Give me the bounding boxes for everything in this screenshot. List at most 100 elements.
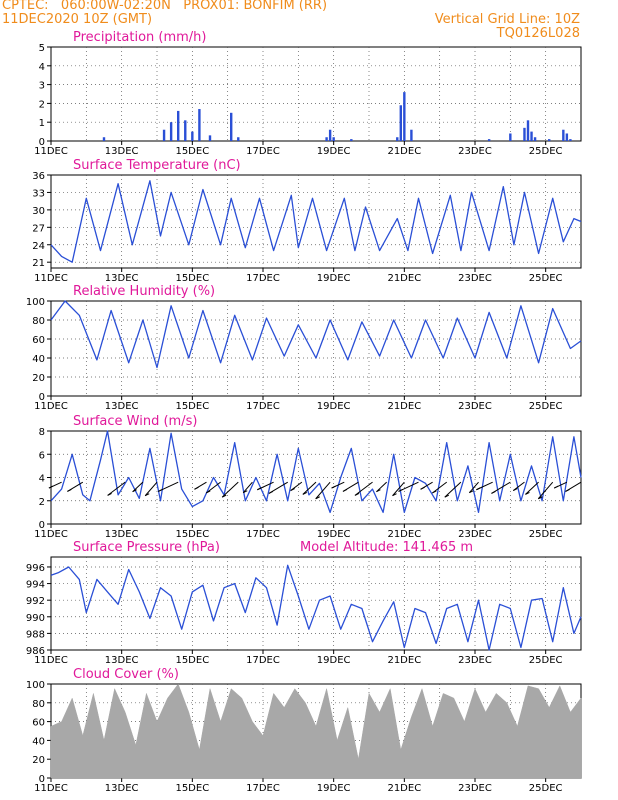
x-tick-label: 23DEC [458, 146, 492, 157]
wind-vector-head [268, 491, 274, 494]
wind-vector [354, 481, 373, 496]
x-tick-label: 17DEC [246, 655, 280, 666]
x-tick-label: 15DEC [175, 146, 209, 157]
x-tick-label: 13DEC [105, 783, 139, 794]
wind-vector-head [107, 492, 112, 496]
x-tick-label: 21DEC [387, 529, 421, 540]
x-tick-label: 11DEC [34, 529, 68, 540]
y-tick-label: 990 [26, 613, 45, 624]
y-tick-label: 21 [32, 258, 45, 269]
series-line [50, 564, 582, 651]
y-tick-label: 60 [32, 335, 45, 346]
x-tick-label: 13DEC [105, 273, 139, 284]
x-tick-label: 15DEC [175, 401, 209, 412]
wind-vector [107, 481, 126, 496]
wind-vector [444, 481, 462, 498]
x-tick-label: 11DEC [34, 401, 68, 412]
wind-vector-head [354, 492, 360, 496]
wind-vector [392, 481, 405, 497]
x-tick-label: 15DEC [175, 655, 209, 666]
x-tick-label: 25DEC [529, 529, 563, 540]
x-tick-label: 25DEC [529, 273, 563, 284]
wind-vector-head [315, 496, 320, 500]
y-tick-label: 2 [39, 497, 45, 508]
panel-frame [50, 46, 582, 142]
y-tick-label: 80 [32, 316, 45, 327]
wind-vector [315, 481, 331, 500]
y-tick-label: 27 [32, 223, 45, 234]
x-tick-label: 23DEC [458, 783, 492, 794]
wind-vector-head [132, 489, 137, 493]
x-tick-label: 15DEC [175, 529, 209, 540]
wind-vector-head [257, 487, 262, 491]
wind-vector-head [376, 489, 381, 493]
y-tick-label: 1 [39, 118, 45, 129]
x-tick-label: 15DEC [175, 273, 209, 284]
precip-bar [565, 133, 569, 141]
precip-bar [530, 131, 533, 141]
wind-vector-head [144, 493, 150, 497]
precip-bar [332, 137, 335, 141]
x-tick-label: 13DEC [105, 529, 139, 540]
panel-title: Surface Temperature (nC) [73, 158, 241, 173]
wind-vector-head [290, 488, 295, 492]
precip-bar [237, 137, 240, 141]
y-tick-label: 5 [39, 43, 45, 54]
cloud-cover-area [50, 683, 582, 779]
x-tick-label: 19DEC [317, 529, 351, 540]
wind-vector-head [420, 486, 425, 490]
precip-bar [325, 137, 328, 141]
wind-vector-head [194, 486, 199, 490]
y-tick-label: 36 [32, 171, 45, 182]
precip-bar [184, 120, 187, 141]
wind-vector-head [525, 491, 530, 495]
x-tick-label: 25DEC [529, 146, 563, 157]
x-tick-label: 23DEC [458, 273, 492, 284]
wind-vector [537, 481, 554, 500]
y-tick-label: 8 [39, 427, 45, 438]
x-tick-label: 19DEC [317, 273, 351, 284]
x-tick-label: 11DEC [34, 783, 68, 794]
wind-vector-head [538, 496, 543, 500]
wind-vector [525, 481, 539, 495]
x-tick-label: 21DEC [387, 783, 421, 794]
y-tick-label: 40 [32, 736, 45, 747]
x-tick-label: 25DEC [529, 401, 563, 412]
panel-frame [50, 174, 582, 269]
x-tick-label: 17DEC [246, 146, 280, 157]
wind-vector [132, 481, 144, 493]
y-tick-label: 6 [39, 450, 45, 461]
wind-vector-head [221, 494, 227, 498]
wind-vector-head [491, 491, 496, 494]
x-tick-label: 11DEC [34, 146, 68, 157]
x-tick-label: 11DEC [34, 655, 68, 666]
precip-bar [208, 135, 212, 141]
precip-bar [403, 92, 406, 141]
wind-vector-head [513, 488, 518, 492]
x-tick-label: 17DEC [246, 529, 280, 540]
wind-vector-head [342, 488, 348, 492]
precip-bar [169, 122, 173, 141]
series-line [50, 180, 582, 263]
y-tick-label: 988 [26, 629, 45, 640]
precip-bar [533, 137, 537, 141]
x-tick-label: 25DEC [529, 783, 563, 794]
wind-vector [468, 481, 479, 494]
precip-bar [102, 137, 106, 141]
y-tick-label: 996 [26, 563, 45, 574]
y-tick-label: 30 [32, 206, 45, 217]
precip-bar [162, 129, 166, 141]
x-tick-label: 21DEC [387, 146, 421, 157]
precip-bar [548, 139, 551, 141]
wind-vector-head [553, 485, 559, 489]
wind-vector-head [432, 490, 437, 494]
header-station: CPTEC: 060:00W-02:20N PROX01: BONFIM (RR… [2, 0, 328, 13]
precip-bar [191, 131, 194, 141]
precip-bar [526, 120, 530, 141]
x-tick-label: 23DEC [458, 529, 492, 540]
precip-bar [487, 139, 491, 141]
wind-vector [205, 481, 221, 494]
x-tick-label: 15DEC [175, 783, 209, 794]
y-tick-label: 992 [26, 596, 45, 607]
x-tick-label: 19DEC [317, 401, 351, 412]
